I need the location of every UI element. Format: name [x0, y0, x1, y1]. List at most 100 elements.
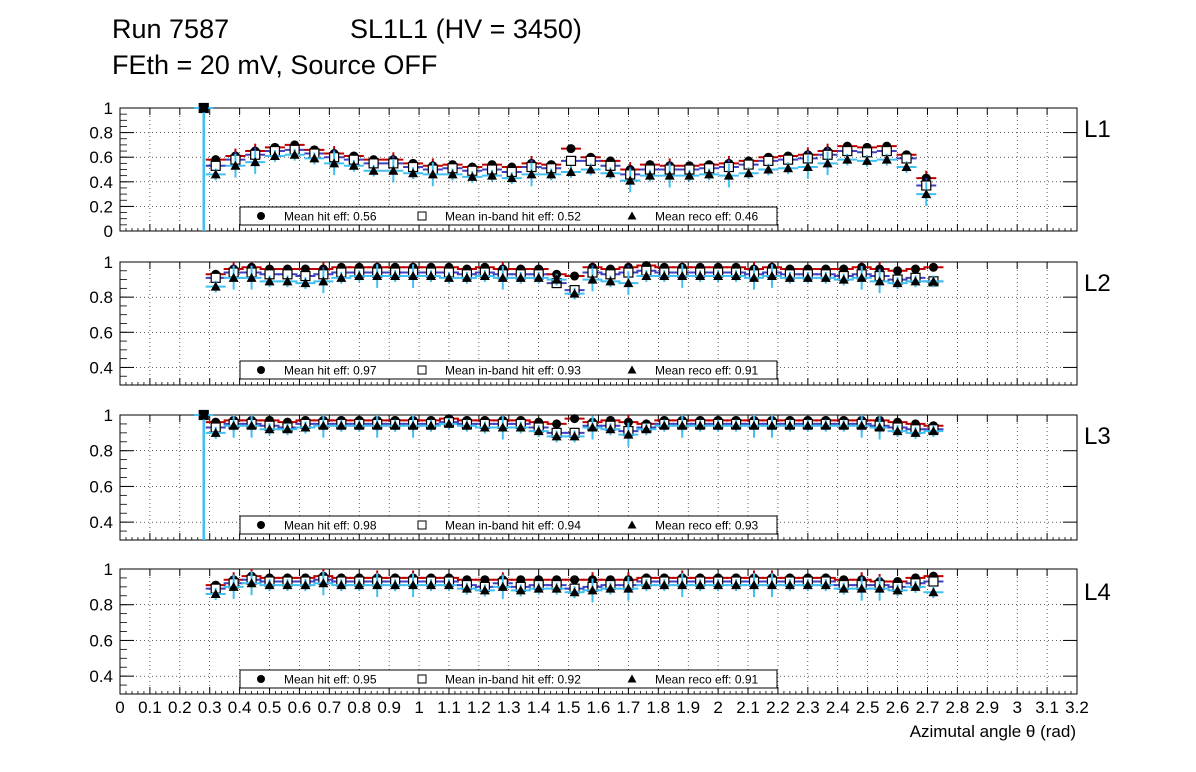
reco-eff-point: [264, 580, 275, 590]
x-tick-label: 1.3: [497, 698, 521, 717]
reco-eff-point: [408, 580, 419, 590]
x-tick-label: 2.3: [796, 698, 820, 717]
reco-eff-point: [766, 580, 777, 590]
reco-eff-point: [605, 583, 616, 593]
reco-eff-point: [623, 583, 634, 593]
reco-eff-point: [300, 580, 311, 590]
legend-hit-label: Mean hit eff: 0.98: [284, 519, 377, 533]
reco-eff-point: [533, 272, 544, 282]
x-tick-label: 1.9: [676, 698, 700, 717]
legend-reco-marker: [627, 674, 637, 683]
x-tick-label: 0.8: [347, 698, 371, 717]
hit-eff-point: [570, 575, 580, 585]
reco-eff-point: [533, 426, 544, 436]
panel-l4: 0.4 0.6 0.8 1 L4 Mean hit eff: 0.95 Mean in-ba…: [89, 560, 1111, 695]
reco-eff-point: [250, 157, 261, 167]
reco-eff-point: [802, 162, 813, 172]
panel-label: L1: [1084, 116, 1111, 143]
y-tick-label: 0.6: [89, 323, 113, 342]
panel-l1: 0 0.2 0.4 0.6 0.8 1 L1 Mean hit eff: 0.56 Mean i…: [89, 99, 1110, 241]
reco-eff-point: [443, 418, 454, 428]
reco-eff-point: [309, 153, 320, 163]
hit-eff-point: [566, 144, 576, 154]
reco-eff-point: [892, 278, 903, 288]
reco-eff-point: [569, 288, 580, 298]
run-title: Run 7587: [112, 14, 230, 44]
reco-eff-point: [336, 420, 347, 430]
reco-eff-point: [487, 170, 498, 180]
reco-eff-point: [269, 150, 280, 160]
legend-hit-label: Mean hit eff: 0.97: [284, 364, 377, 378]
hit-eff-point: [928, 262, 938, 272]
y-tick-label: 1: [104, 560, 113, 579]
x-tick-label: 2.4: [826, 698, 850, 717]
reco-eff-point: [264, 424, 275, 434]
reco-eff-point: [766, 420, 777, 430]
reco-eff-point: [623, 429, 634, 439]
reco-eff-point: [731, 420, 742, 430]
reco-eff-point: [372, 271, 383, 281]
legend-hit-marker: [257, 366, 265, 374]
reco-eff-point: [348, 160, 359, 170]
legend-inband-marker: [417, 211, 427, 221]
x-tick-label: 0.6: [288, 698, 312, 717]
hit-eff-point: [623, 417, 633, 427]
legend-box: [239, 206, 778, 226]
first-bin-marker: [199, 410, 209, 420]
reco-eff-point: [318, 578, 329, 588]
conditions-title: FEth = 20 mV, Source OFF: [112, 50, 438, 80]
legend-hit-label: Mean hit eff: 0.95: [284, 673, 377, 687]
reco-eff-point: [569, 587, 580, 597]
reco-eff-point: [731, 271, 742, 281]
hit-eff-point: [552, 419, 562, 429]
reco-eff-point: [230, 160, 241, 170]
panel-label: L2: [1084, 270, 1111, 297]
reco-eff-point: [408, 271, 419, 281]
x-axis-label: Azimutal angle θ (rad): [909, 722, 1076, 741]
reco-eff-point: [743, 168, 754, 178]
reco-eff-point: [766, 271, 777, 281]
reco-eff-point: [749, 272, 760, 282]
hit-eff-point: [570, 271, 580, 281]
reco-eff-point: [264, 276, 275, 286]
reco-eff-point: [910, 276, 921, 286]
panel-label: L3: [1084, 423, 1111, 450]
y-tick-label: 0.6: [89, 631, 113, 650]
reco-eff-point: [802, 420, 813, 430]
reco-eff-point: [515, 585, 526, 595]
reco-eff-point: [300, 422, 311, 432]
legend-reco-label: Mean reco eff: 0.91: [655, 364, 759, 378]
reco-eff-point: [354, 580, 365, 590]
reco-eff-point: [641, 580, 652, 590]
reco-eff-point: [569, 431, 580, 441]
reco-eff-point: [784, 272, 795, 282]
reco-eff-point: [842, 154, 853, 164]
reco-eff-point: [784, 420, 795, 430]
x-tick-label: 0.1: [138, 698, 162, 717]
legend-box: [239, 515, 778, 535]
reco-eff-point: [641, 271, 652, 281]
reco-eff-point: [928, 587, 939, 597]
legend-inband-label: Mean in-band hit eff: 0.93: [445, 364, 581, 378]
reco-eff-point: [910, 581, 921, 591]
x-tick-label: 2.9: [975, 698, 999, 717]
x-tick-label: 3.2: [1065, 698, 1089, 717]
x-tick-label: 0.9: [377, 698, 401, 717]
reco-eff-point: [372, 420, 383, 430]
reco-eff-point: [246, 578, 257, 588]
reco-eff-point: [820, 580, 831, 590]
x-tick-label: 0.5: [258, 698, 282, 717]
reco-eff-point: [928, 426, 939, 436]
reco-eff-point: [497, 272, 508, 282]
legend-inband-label: Mean in-band hit eff: 0.52: [445, 210, 581, 224]
reco-eff-point: [526, 169, 537, 179]
x-tick-label: 3.1: [1035, 698, 1059, 717]
legend-reco-marker: [627, 211, 637, 220]
x-tick-label: 1.7: [617, 698, 641, 717]
legend-hit-marker: [257, 212, 265, 220]
y-tick-label: 0.4: [89, 358, 113, 377]
reco-eff-point: [731, 580, 742, 590]
y-tick-label: 1: [104, 99, 113, 118]
x-tick-label: 1.8: [646, 698, 670, 717]
reco-eff-point: [479, 422, 490, 432]
